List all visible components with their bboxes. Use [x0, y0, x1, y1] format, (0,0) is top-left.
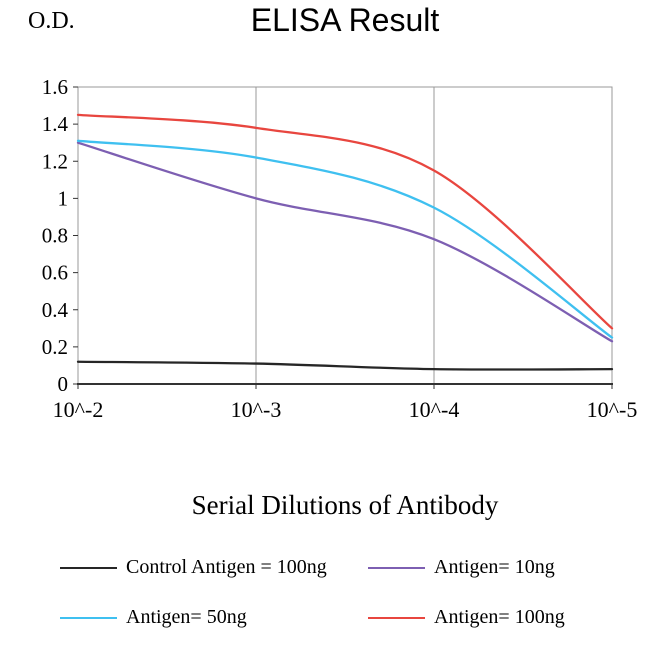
- chart-legend: Control Antigen = 100ng Antigen= 10ng An…: [60, 556, 605, 629]
- x-tick-label: 10^-4: [409, 397, 460, 422]
- chart-title: ELISA Result: [250, 2, 440, 38]
- y-axis-title: O.D.: [28, 8, 75, 34]
- y-tick-label: 1.6: [42, 75, 68, 99]
- y-tick-label: 0.8: [42, 224, 68, 248]
- y-tick-label: 0: [58, 372, 69, 396]
- x-tick-label: 10^-2: [53, 397, 104, 422]
- y-tick-label: 1.2: [42, 149, 68, 173]
- legend-line-antigen-100ng: [368, 616, 425, 619]
- x-tick-label: 10^-5: [587, 397, 638, 422]
- series-line-antigen-100ng: [76, 113, 614, 330]
- series-line-control-antigen-100ng: [76, 360, 614, 371]
- legend-item-antigen-50ng: Antigen= 50ng: [60, 606, 368, 629]
- legend-item-control-antigen-100ng: Control Antigen = 100ng: [60, 556, 368, 579]
- series-line-antigen-50ng: [76, 139, 614, 339]
- y-tick-label: 1.4: [42, 112, 69, 136]
- legend-label-antigen-50ng: Antigen= 50ng: [126, 606, 247, 628]
- legend-item-antigen-100ng: Antigen= 100ng: [368, 606, 605, 629]
- legend-line-control-antigen-100ng: [60, 566, 117, 569]
- y-tick-label: 0.2: [42, 335, 68, 359]
- legend-label-control-antigen-100ng: Control Antigen = 100ng: [126, 556, 327, 578]
- legend-label-antigen-100ng: Antigen= 100ng: [434, 606, 565, 628]
- legend-line-antigen-10ng: [368, 566, 425, 569]
- legend-item-antigen-10ng: Antigen= 10ng: [368, 556, 605, 579]
- y-tick-label: 0.6: [42, 261, 68, 285]
- y-tick-label: 1: [58, 186, 69, 210]
- x-tick-label: 10^-3: [231, 397, 282, 422]
- legend-label-antigen-10ng: Antigen= 10ng: [434, 556, 555, 578]
- plot-border: [77, 86, 613, 385]
- series-line-antigen-10ng: [76, 141, 614, 343]
- x-axis-title: Serial Dilutions of Antibody: [191, 490, 499, 520]
- y-tick-label: 0.4: [42, 298, 69, 322]
- legend-line-antigen-50ng: [60, 616, 117, 619]
